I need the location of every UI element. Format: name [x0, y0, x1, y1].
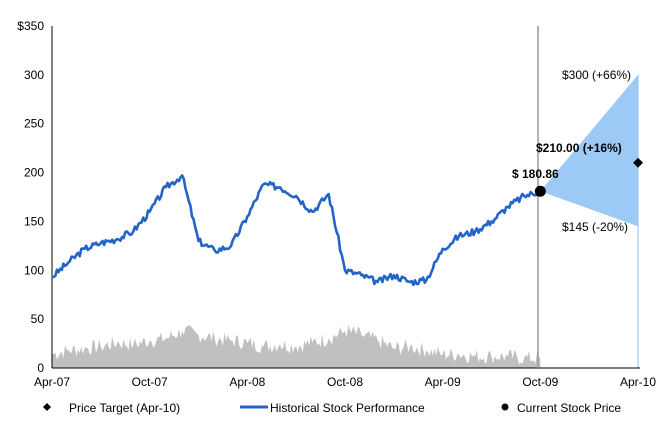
- target-low-label: $145 (-20%): [562, 220, 628, 234]
- legend-label-historical: Historical Stock Performance: [270, 401, 425, 415]
- x-tick-label: Oct-07: [132, 375, 168, 389]
- legend: Price Target (Apr-10) Historical Stock P…: [43, 401, 621, 415]
- target-high-label: $300 (+66%): [562, 68, 631, 82]
- x-tick-label: Apr-10: [620, 375, 656, 389]
- x-tick-label: Oct-09: [522, 375, 558, 389]
- y-tick-label: 50: [31, 312, 45, 326]
- x-tick-label: Oct-08: [327, 375, 363, 389]
- x-tick-label: Apr-09: [425, 375, 461, 389]
- historical-price-line: [51, 174, 542, 287]
- volume-area-layer: [52, 325, 541, 368]
- y-tick-label: 200: [24, 166, 44, 180]
- target-range-layer: [540, 74, 639, 368]
- y-tick-label: $350: [17, 19, 44, 33]
- current-price-label: $ 180.86: [512, 167, 559, 181]
- historical-line-layer: [51, 174, 542, 287]
- y-tick-label: 300: [24, 68, 44, 82]
- legend-circle-marker: [501, 403, 509, 411]
- axes: [51, 26, 640, 369]
- y-tick-labels: $350 300 250 200 150 100 50 0: [17, 19, 44, 375]
- x-tick-labels: Apr-07 Oct-07 Apr-08 Oct-08 Apr-09 Oct-09 Apr-…: [34, 375, 656, 389]
- markers-layer: [534, 157, 643, 197]
- legend-label-current-price: Current Stock Price: [517, 401, 621, 415]
- target-price-label: $210.00 (+16%): [536, 141, 622, 155]
- x-tick-label: Apr-07: [34, 375, 70, 389]
- legend-label-price-target: Price Target (Apr-10): [69, 401, 180, 415]
- y-tick-label: 100: [24, 263, 44, 277]
- y-tick-label: 250: [24, 117, 44, 131]
- y-tick-label: 150: [24, 214, 44, 228]
- volume-area: [52, 325, 541, 368]
- current-price-marker: [534, 185, 546, 197]
- legend-diamond-marker: [43, 403, 51, 411]
- x-tick-label: Apr-08: [229, 375, 265, 389]
- y-tick-label: 0: [37, 361, 44, 375]
- target-range-wedge: [540, 74, 638, 227]
- price-target-marker: [633, 157, 643, 168]
